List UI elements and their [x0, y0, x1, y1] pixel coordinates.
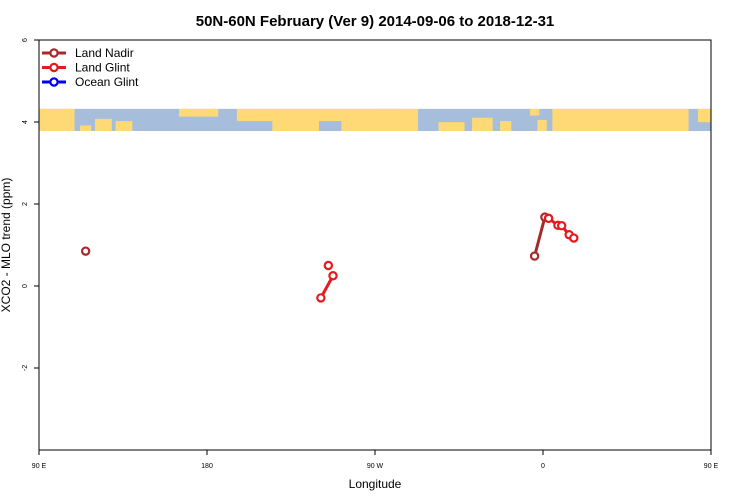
plot-frame [38, 39, 712, 451]
chart-title: 50N-60N February (Ver 9) 2014-09-06 to 2… [196, 13, 555, 30]
y-tick-label-3: 4 [22, 120, 29, 124]
map-land-10 [472, 117, 493, 132]
map-land-shapes [39, 108, 711, 132]
x-tick-label-1: 180 [201, 463, 213, 470]
y-tick-label-1: 0 [22, 284, 29, 288]
y-tick-label-2: 2 [22, 202, 29, 206]
map-land-12 [529, 108, 540, 116]
map-land-0 [39, 108, 75, 132]
legend-marker-2 [49, 77, 59, 87]
series-0-point-1-0 [529, 251, 540, 261]
map-land-13 [537, 119, 547, 132]
series-1-point-1-1 [328, 271, 338, 281]
map-land-7 [341, 119, 375, 132]
series-1-point-2-0 [543, 213, 554, 224]
map-land-8 [375, 108, 418, 132]
y-tick-label-0: -2 [22, 365, 29, 371]
x-tick-label-2: 90 W [367, 463, 384, 470]
series-0 [80, 212, 554, 261]
series-1-point-2-4 [569, 233, 579, 243]
series-1-point-1-0 [316, 293, 326, 303]
map-land-15 [580, 122, 592, 132]
legend-label-2: Ocean Glint [75, 75, 139, 89]
map-land-11 [500, 121, 512, 132]
map-land-16 [597, 121, 609, 132]
x-tick-label-4: 90 E [704, 463, 719, 470]
x-tick-label-0: 90 E [32, 463, 47, 470]
series-1-point-2-2 [556, 221, 567, 231]
legend-marker-0 [49, 48, 59, 58]
y-tick-label-4: 6 [22, 38, 29, 42]
map-land-17 [697, 108, 711, 123]
legend-label-0: Land Nadir [75, 46, 134, 60]
map-land-2 [95, 118, 112, 132]
map-land-9 [438, 122, 465, 132]
map-land-14 [552, 108, 689, 132]
map-land-3 [115, 121, 133, 132]
map-land-1 [80, 125, 92, 132]
legend-label-1: Land Glint [75, 61, 130, 75]
y-axis-label: XCO2 - MLO trend (ppm) [0, 178, 13, 313]
series-1-point-0-0 [323, 260, 334, 271]
series-0-line-1 [533, 215, 550, 257]
legend-marker-1 [49, 62, 59, 73]
map-land-6 [272, 119, 319, 132]
y-axis: -2 0 2 4 6 [22, 38, 39, 371]
x-tick-label-3: 0 [541, 463, 545, 470]
series-1 [316, 213, 579, 303]
world-map-strip [39, 108, 711, 132]
map-land-4 [179, 108, 219, 117]
x-axis-label: Longitude [349, 477, 402, 491]
map-land-5 [236, 108, 405, 122]
series-0-point-0-0 [80, 246, 91, 256]
